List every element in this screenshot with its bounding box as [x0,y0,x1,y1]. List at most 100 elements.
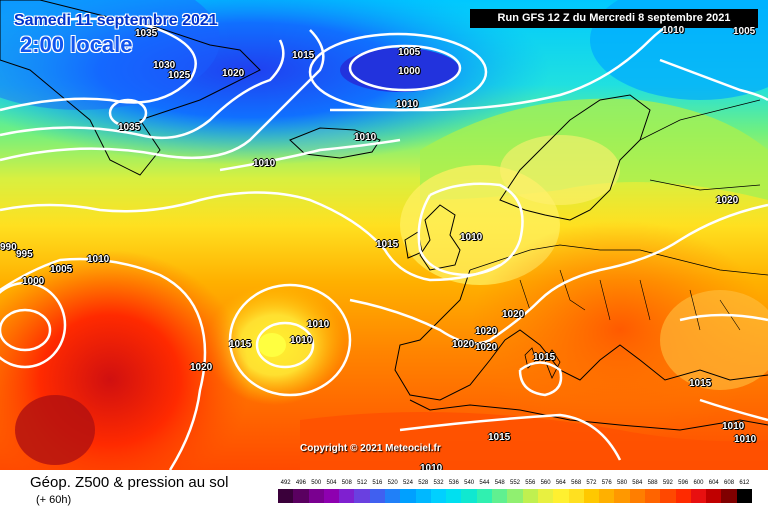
scale-label: 612 [739,480,750,486]
scale-swatch [629,489,646,503]
scale-label: 536 [448,480,459,486]
scale-label: 508 [341,480,352,486]
scale-label: 492 [280,480,291,486]
scale-label: 556 [525,480,536,486]
trough-greenland [0,0,220,110]
scale-label: 544 [479,480,490,486]
scale-swatch [553,489,569,503]
yellow-pale-scandinavia [500,135,620,205]
isobar-label: 1020 [452,339,475,350]
isobar-1035-high [108,98,148,128]
scale-swatch [614,489,631,503]
isobar-label: 1015 [533,352,556,363]
isobar-label: 1005 [50,264,73,275]
isobar-1020-europe [349,203,768,345]
scale-swatch [293,489,310,503]
warm-south [300,412,768,470]
isobar-label: 1015 [689,378,712,389]
scale-label: 548 [494,480,505,486]
model-run-label: Run GFS 12 Z du Mercredi 8 septembre 202… [470,9,758,28]
islands-corsica-sardinia [524,347,561,379]
low-center [340,48,460,92]
scale-label: 604 [708,480,719,486]
isobar-1020 [0,29,325,162]
isobar-label: 1010 [662,25,685,36]
scale-swatch [323,489,340,503]
scale-label: 600 [693,480,704,486]
cutoff-core [258,333,286,357]
coast-greenland [0,0,261,176]
parameter-title: Géop. Z500 & pression au sol [30,474,229,491]
isobar-1010-uk [417,182,524,277]
scale-label: 588 [647,480,658,486]
isobar-label: 1005 [398,47,421,58]
scale-label: 568 [571,480,582,486]
isobar-1030 [0,17,197,112]
scale-label: 500 [311,480,322,486]
scale-swatch [430,489,447,503]
isobar-label: 1010 [734,434,757,445]
scale-swatch [599,489,615,503]
coast-iceland [289,127,381,159]
isobar-label: 1010 [396,99,419,110]
scale-swatch [354,489,371,503]
isobar-1015-atlantic [0,191,501,282]
borders-northeast [639,99,761,191]
scale-label: 564 [555,480,566,486]
isobar-1015-south [399,413,622,461]
isobar-label: 1010 [87,254,110,265]
map-footer: Géop. Z500 & pression au sol (+ 60h) 492… [0,470,768,512]
coast-britain [419,204,461,271]
coast-africa [409,399,768,431]
coast-mediterranean-north [394,269,768,401]
isobar-label: 1015 [488,432,511,443]
scale-swatch [583,489,600,503]
isobar-label: 1030 [153,60,176,71]
scale-swatch [308,489,325,503]
isobar-label: 1015 [229,339,252,350]
scale-label: 576 [601,480,612,486]
isobar-1010-north [330,8,701,112]
scale-label: 532 [433,480,444,486]
scale-label: 572 [586,480,597,486]
scale-swatch [492,489,508,503]
scale-swatch [461,489,478,503]
copyright: Copyright © 2021 Meteociel.fr [300,443,441,454]
scale-label: 512 [357,480,368,486]
scale-label: 524 [402,480,413,486]
scale-label: 504 [326,480,337,486]
scale-swatch [644,489,661,503]
isobar-label: 1010 [253,158,276,169]
scale-swatch [415,489,432,503]
isobar-label: 990 [0,242,17,253]
scale-label: 516 [372,480,383,486]
isobars [0,8,768,470]
isobar-label: 1025 [168,70,191,81]
isobar-1015-med [518,361,563,397]
scale-swatch [537,489,554,503]
isobar-label: 1010 [460,232,483,243]
isobar-label: 1020 [502,309,525,320]
isobar-label: 995 [16,249,33,260]
scale-swatch [339,489,355,503]
isobar-1000 [348,44,462,92]
forecast-time: 2:00 locale [20,32,133,57]
isobar-label: 1005 [733,26,756,37]
weather-map: Samedi 11 septembre 2021 2:00 locale Run… [0,0,768,470]
isobar-1025 [0,39,285,140]
forecast-date: Samedi 11 septembre 2021 [14,12,218,29]
isobar-label: 1010 [722,421,745,432]
isobar-1010-cutoff [255,321,315,369]
scale-swatch [675,489,692,503]
scale-label: 520 [387,480,398,486]
scale-swatch [369,489,386,503]
scale-swatch [476,489,493,503]
scale-swatch [385,489,401,503]
isobar-label: 1010 [354,132,377,143]
scale-label: 496 [295,480,306,486]
scale-label: 608 [724,480,735,486]
isobar-label: 1000 [22,276,45,287]
isobar-label: 1020 [716,195,739,206]
color-scale: 492 496 500 504 508 512 516 520 524 528 532 536 540 5… [278,480,753,504]
scale-label: 584 [632,480,643,486]
